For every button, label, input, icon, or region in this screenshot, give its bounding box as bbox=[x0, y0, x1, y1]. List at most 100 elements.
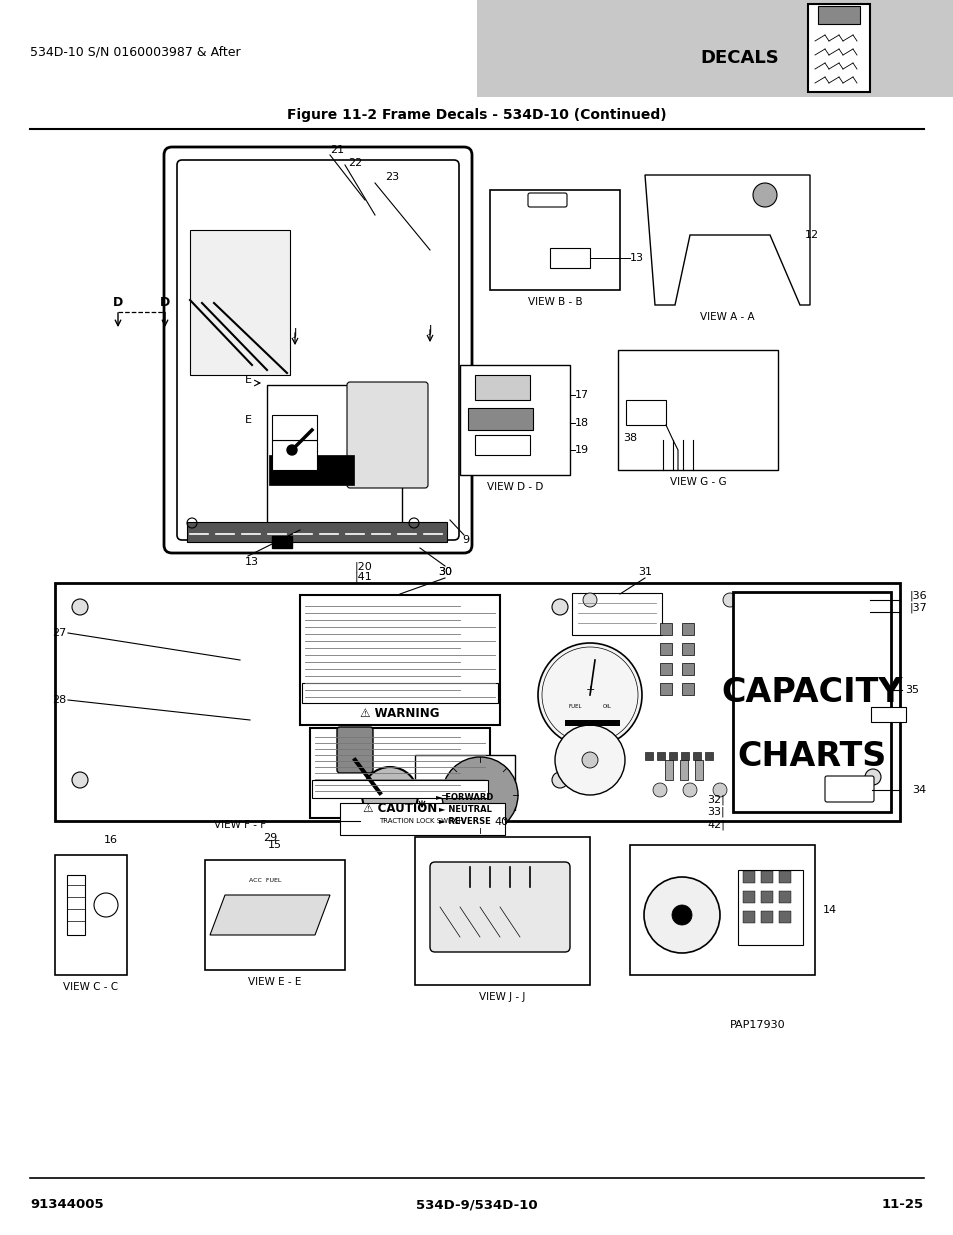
FancyBboxPatch shape bbox=[430, 862, 569, 952]
Circle shape bbox=[671, 905, 691, 925]
Bar bbox=[459, 366, 569, 475]
Text: 21: 21 bbox=[330, 144, 344, 156]
Text: |41: |41 bbox=[355, 572, 373, 582]
Bar bbox=[738, 869, 802, 945]
FancyBboxPatch shape bbox=[347, 382, 428, 488]
Bar bbox=[339, 803, 504, 835]
Text: VIEW F - F: VIEW F - F bbox=[213, 820, 266, 830]
Text: 34: 34 bbox=[911, 785, 925, 795]
Bar bbox=[657, 752, 664, 760]
Text: 23: 23 bbox=[384, 172, 398, 182]
Text: 38: 38 bbox=[622, 433, 637, 443]
Text: ► FORWARD: ► FORWARD bbox=[436, 793, 493, 802]
Text: TRACTION LOCK SWITCH: TRACTION LOCK SWITCH bbox=[379, 818, 464, 824]
Bar bbox=[760, 871, 772, 883]
Text: 17: 17 bbox=[575, 390, 589, 400]
Text: CAPACITY: CAPACITY bbox=[720, 676, 902, 709]
Text: |20: |20 bbox=[355, 562, 373, 572]
Text: 16: 16 bbox=[104, 835, 118, 845]
Bar bbox=[55, 583, 899, 821]
Text: E: E bbox=[244, 415, 252, 425]
Bar bbox=[415, 755, 515, 810]
Text: VIEW B - B: VIEW B - B bbox=[527, 296, 581, 308]
Circle shape bbox=[682, 783, 697, 797]
Bar bbox=[760, 911, 772, 923]
Bar bbox=[490, 190, 619, 290]
Text: VIEW D - D: VIEW D - D bbox=[486, 482, 542, 492]
Circle shape bbox=[712, 783, 726, 797]
Text: ACC  FUEL: ACC FUEL bbox=[249, 878, 281, 883]
Text: 15: 15 bbox=[268, 840, 282, 850]
Circle shape bbox=[552, 599, 567, 615]
Circle shape bbox=[537, 643, 641, 747]
Text: ⚠ CAUTION: ⚠ CAUTION bbox=[362, 802, 436, 815]
Bar bbox=[312, 781, 488, 798]
Text: |37: |37 bbox=[909, 603, 926, 614]
Bar bbox=[415, 837, 589, 986]
Circle shape bbox=[722, 593, 737, 606]
Bar bbox=[695, 760, 702, 781]
FancyBboxPatch shape bbox=[336, 727, 373, 773]
Bar bbox=[272, 440, 316, 471]
Bar bbox=[272, 415, 316, 440]
Bar bbox=[272, 536, 292, 548]
Text: VIEW A - A: VIEW A - A bbox=[699, 312, 754, 322]
Text: Figure 11-2 Frame Decals - 534D-10 (Continued): Figure 11-2 Frame Decals - 534D-10 (Cont… bbox=[287, 107, 666, 122]
Bar bbox=[779, 911, 790, 923]
Bar bbox=[742, 871, 754, 883]
Text: VIEW J - J: VIEW J - J bbox=[478, 992, 525, 1002]
Bar bbox=[681, 683, 693, 695]
Bar bbox=[67, 876, 85, 935]
Bar bbox=[629, 845, 814, 974]
Circle shape bbox=[552, 772, 567, 788]
Text: 534D-9/534D-10: 534D-9/534D-10 bbox=[416, 1198, 537, 1212]
Bar bbox=[190, 230, 290, 375]
Text: D: D bbox=[112, 296, 123, 310]
FancyBboxPatch shape bbox=[824, 776, 873, 802]
Circle shape bbox=[555, 725, 624, 795]
Text: E: E bbox=[244, 375, 252, 385]
Circle shape bbox=[361, 767, 417, 823]
Text: ► NEUTRAL: ► NEUTRAL bbox=[438, 804, 491, 814]
Bar bbox=[807, 4, 869, 91]
Bar bbox=[468, 408, 533, 430]
Circle shape bbox=[772, 593, 786, 606]
Text: J: J bbox=[428, 325, 431, 335]
Circle shape bbox=[864, 769, 880, 785]
Bar bbox=[625, 400, 665, 425]
Text: 11-25: 11-25 bbox=[881, 1198, 923, 1212]
Text: 31: 31 bbox=[638, 567, 651, 577]
Text: 534D-10 S/N 0160003987 & After: 534D-10 S/N 0160003987 & After bbox=[30, 46, 240, 58]
Bar bbox=[692, 752, 700, 760]
Text: FUEL: FUEL bbox=[568, 704, 581, 709]
Text: |36: |36 bbox=[909, 590, 926, 601]
Text: VIEW C - C: VIEW C - C bbox=[63, 982, 118, 992]
Bar bbox=[732, 592, 890, 811]
Text: ⚠ WARNING: ⚠ WARNING bbox=[360, 706, 439, 720]
Text: 42|: 42| bbox=[706, 820, 724, 830]
Text: VIEW G - G: VIEW G - G bbox=[669, 477, 725, 487]
Polygon shape bbox=[644, 175, 809, 305]
Text: 28: 28 bbox=[51, 695, 66, 705]
Bar bbox=[267, 385, 401, 525]
Bar bbox=[817, 6, 859, 23]
Bar bbox=[659, 643, 671, 655]
Text: J: J bbox=[294, 329, 296, 338]
Text: ► REVERSE: ► REVERSE bbox=[438, 816, 491, 825]
Text: 35: 35 bbox=[904, 685, 918, 695]
Bar bbox=[659, 622, 671, 635]
Circle shape bbox=[652, 783, 666, 797]
Bar bbox=[475, 435, 530, 454]
Bar bbox=[187, 522, 447, 542]
Text: 32|: 32| bbox=[706, 795, 724, 805]
Circle shape bbox=[752, 183, 776, 207]
Circle shape bbox=[643, 877, 720, 953]
Bar bbox=[476, 0, 953, 98]
Bar bbox=[668, 752, 677, 760]
Text: 18: 18 bbox=[575, 417, 589, 429]
Text: DECALS: DECALS bbox=[700, 49, 779, 67]
Bar bbox=[564, 720, 619, 726]
Bar bbox=[779, 871, 790, 883]
Bar bbox=[664, 760, 672, 781]
Text: OIL: OIL bbox=[602, 704, 611, 709]
